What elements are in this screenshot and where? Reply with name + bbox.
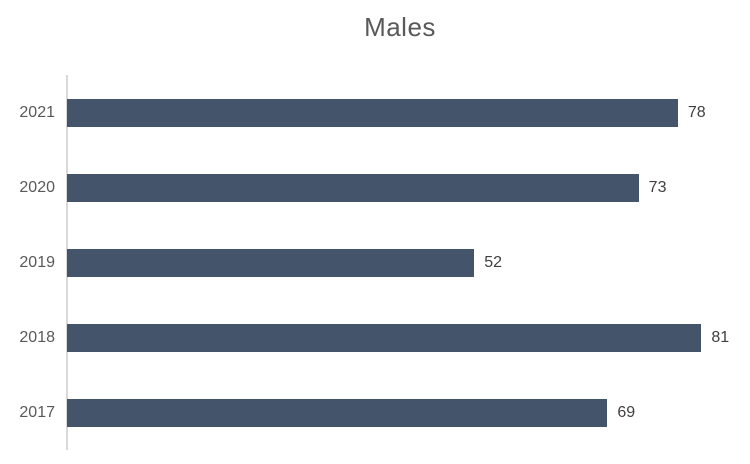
category-label: 2021	[19, 103, 55, 121]
value-label: 69	[617, 403, 636, 421]
bar-row: 2020 73	[19, 150, 735, 225]
bar-row: 2021 78	[19, 75, 735, 150]
bar-row: 2018 81	[19, 300, 735, 375]
category-label: 2020	[19, 178, 55, 196]
category-label: 2019	[19, 253, 55, 271]
value-label: 52	[484, 253, 502, 271]
value-label: 78	[687, 103, 706, 121]
bar	[67, 98, 678, 127]
plot-area: 2021 78 2020 73 2019 52 2018 81 2017 69	[19, 75, 735, 450]
bar	[67, 323, 702, 352]
bar	[67, 398, 608, 427]
category-label: 2017	[19, 403, 55, 421]
bar	[67, 248, 475, 277]
value-label: 81	[711, 328, 730, 346]
bar	[67, 173, 639, 202]
bar-row: 2019 52	[19, 225, 735, 300]
bar-row: 2017 69	[19, 375, 735, 450]
value-label: 73	[648, 178, 667, 196]
category-label: 2018	[19, 328, 55, 346]
chart-title: Males	[364, 12, 436, 42]
